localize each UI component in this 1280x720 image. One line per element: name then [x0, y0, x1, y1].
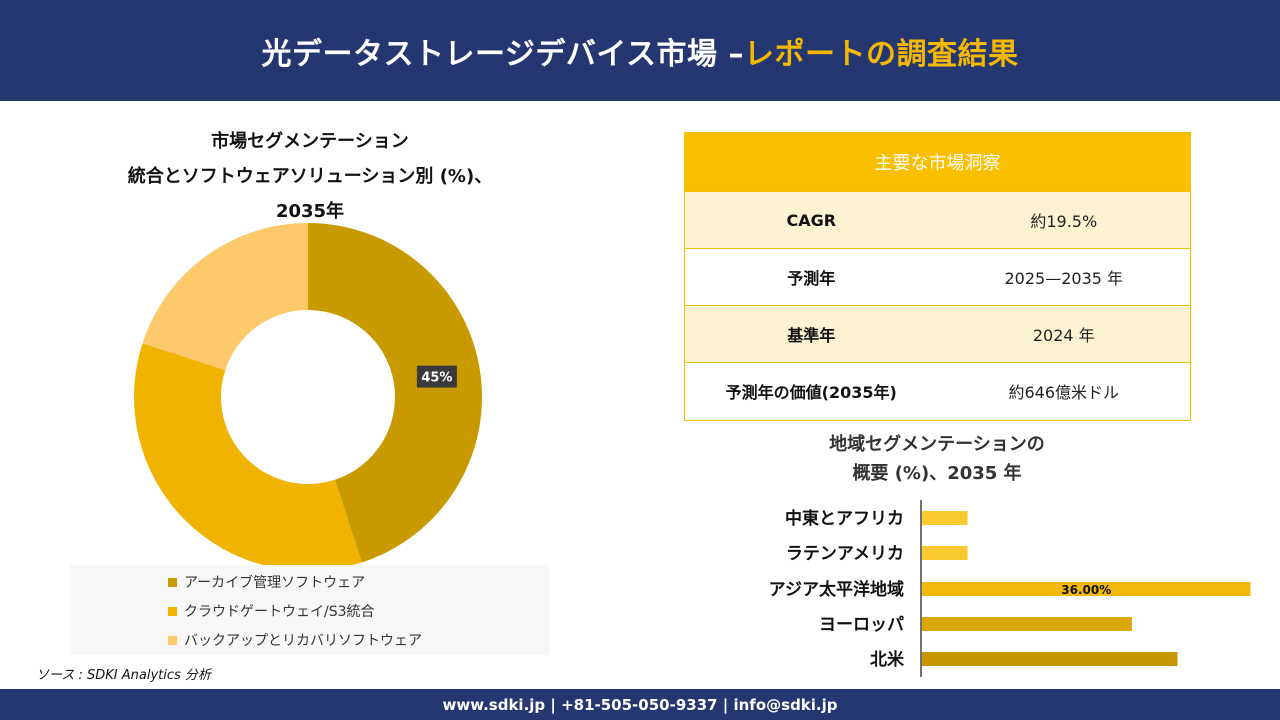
footer-contact: www.sdki.jp | +81-505-050-9337 | info@sd…: [0, 689, 1280, 720]
bar-category-label: アジア太平洋地域: [769, 579, 904, 600]
donut-title-line: 2035年: [275, 201, 345, 222]
bar-data-label: 36.00%: [1061, 583, 1111, 597]
bar-category-label: ラテンアメリカ: [786, 544, 904, 564]
insights-heading: 主要な市場洞察: [685, 133, 1190, 191]
insight-key: 予測年の価値(2035年): [725, 383, 897, 402]
bar: [922, 652, 1178, 666]
bar: [922, 617, 1132, 631]
bar: [922, 511, 968, 525]
insight-row: 基準年 2024 年: [685, 305, 1190, 362]
donut-slice: [134, 343, 362, 571]
page-title: 光データストレージデバイス市場 –レポートの調査結果: [262, 29, 1019, 73]
insight-row: CAGR 約19.5%: [685, 191, 1190, 248]
insight-value: 約19.5%: [1030, 212, 1098, 231]
bar: [922, 582, 1251, 596]
insights-table: 主要な市場洞察 CAGR 約19.5% 予測年 2025—2035 年 基準年 …: [684, 132, 1191, 421]
bar-title-line: 地域セグメンテーションの: [829, 434, 1045, 455]
donut-data-label: 45%: [416, 365, 457, 388]
legend-swatch: [168, 635, 177, 645]
donut-slice: [308, 223, 482, 563]
bar-category-label: 北米: [870, 649, 905, 670]
bar-chart-title: 地域セグメンテーションの 概要 (%)、2035 年: [737, 430, 1137, 488]
donut-title-line: 市場セグメンテーション: [211, 131, 409, 152]
donut-title-line: 統合とソフトウェアソリューション別 (%)、: [127, 166, 493, 187]
insight-value: 約646億米ドル: [1008, 383, 1120, 402]
legend-item: アーカイブ管理ソフトウェア: [168, 572, 365, 592]
source-note: ソース : SDKI Analytics 分析: [36, 668, 211, 683]
donut-legend: アーカイブ管理ソフトウェア クラウドゲートウェイ/S3統合 バックアップとリカバ…: [70, 565, 549, 655]
insight-key: CAGR: [786, 210, 837, 230]
page-title-main: 光データストレージデバイス市場 –: [261, 36, 744, 72]
legend-label: バックアップとリカバリソフトウェア: [184, 633, 422, 649]
svg-text:45%: 45%: [421, 371, 452, 386]
insight-key: 基準年: [787, 326, 836, 345]
insight-value: 2024 年: [1032, 326, 1095, 345]
bar-category-label: 中東とアフリカ: [785, 508, 904, 529]
legend-item: バックアップとリカバリソフトウェア: [168, 630, 422, 650]
legend-swatch: [168, 577, 177, 587]
insight-key: 予測年: [787, 269, 836, 288]
insight-value: 2025—2035 年: [1004, 269, 1124, 288]
page-title-accent: レポートの調査結果: [743, 36, 1019, 72]
header-banner: 光データストレージデバイス市場 –レポートの調査結果: [0, 0, 1280, 101]
legend-swatch: [168, 606, 177, 616]
bar-title-line: 概要 (%)、2035 年: [852, 463, 1022, 484]
donut-chart: 45%: [134, 223, 482, 571]
bar-category-label: ヨーロッパ: [819, 615, 904, 635]
legend-label: アーカイブ管理ソフトウェア: [184, 575, 366, 591]
donut-chart-title: 市場セグメンテーション 統合とソフトウェアソリューション別 (%)、 2035年: [60, 124, 560, 229]
donut-slice: [142, 223, 308, 371]
insight-row: 予測年 2025—2035 年: [685, 248, 1190, 305]
insight-row: 予測年の価値(2035年) 約646億米ドル: [685, 362, 1190, 419]
bar: [922, 546, 968, 560]
legend-label: クラウドゲートウェイ/S3統合: [184, 604, 375, 620]
legend-item: クラウドゲートウェイ/S3統合: [168, 601, 375, 621]
